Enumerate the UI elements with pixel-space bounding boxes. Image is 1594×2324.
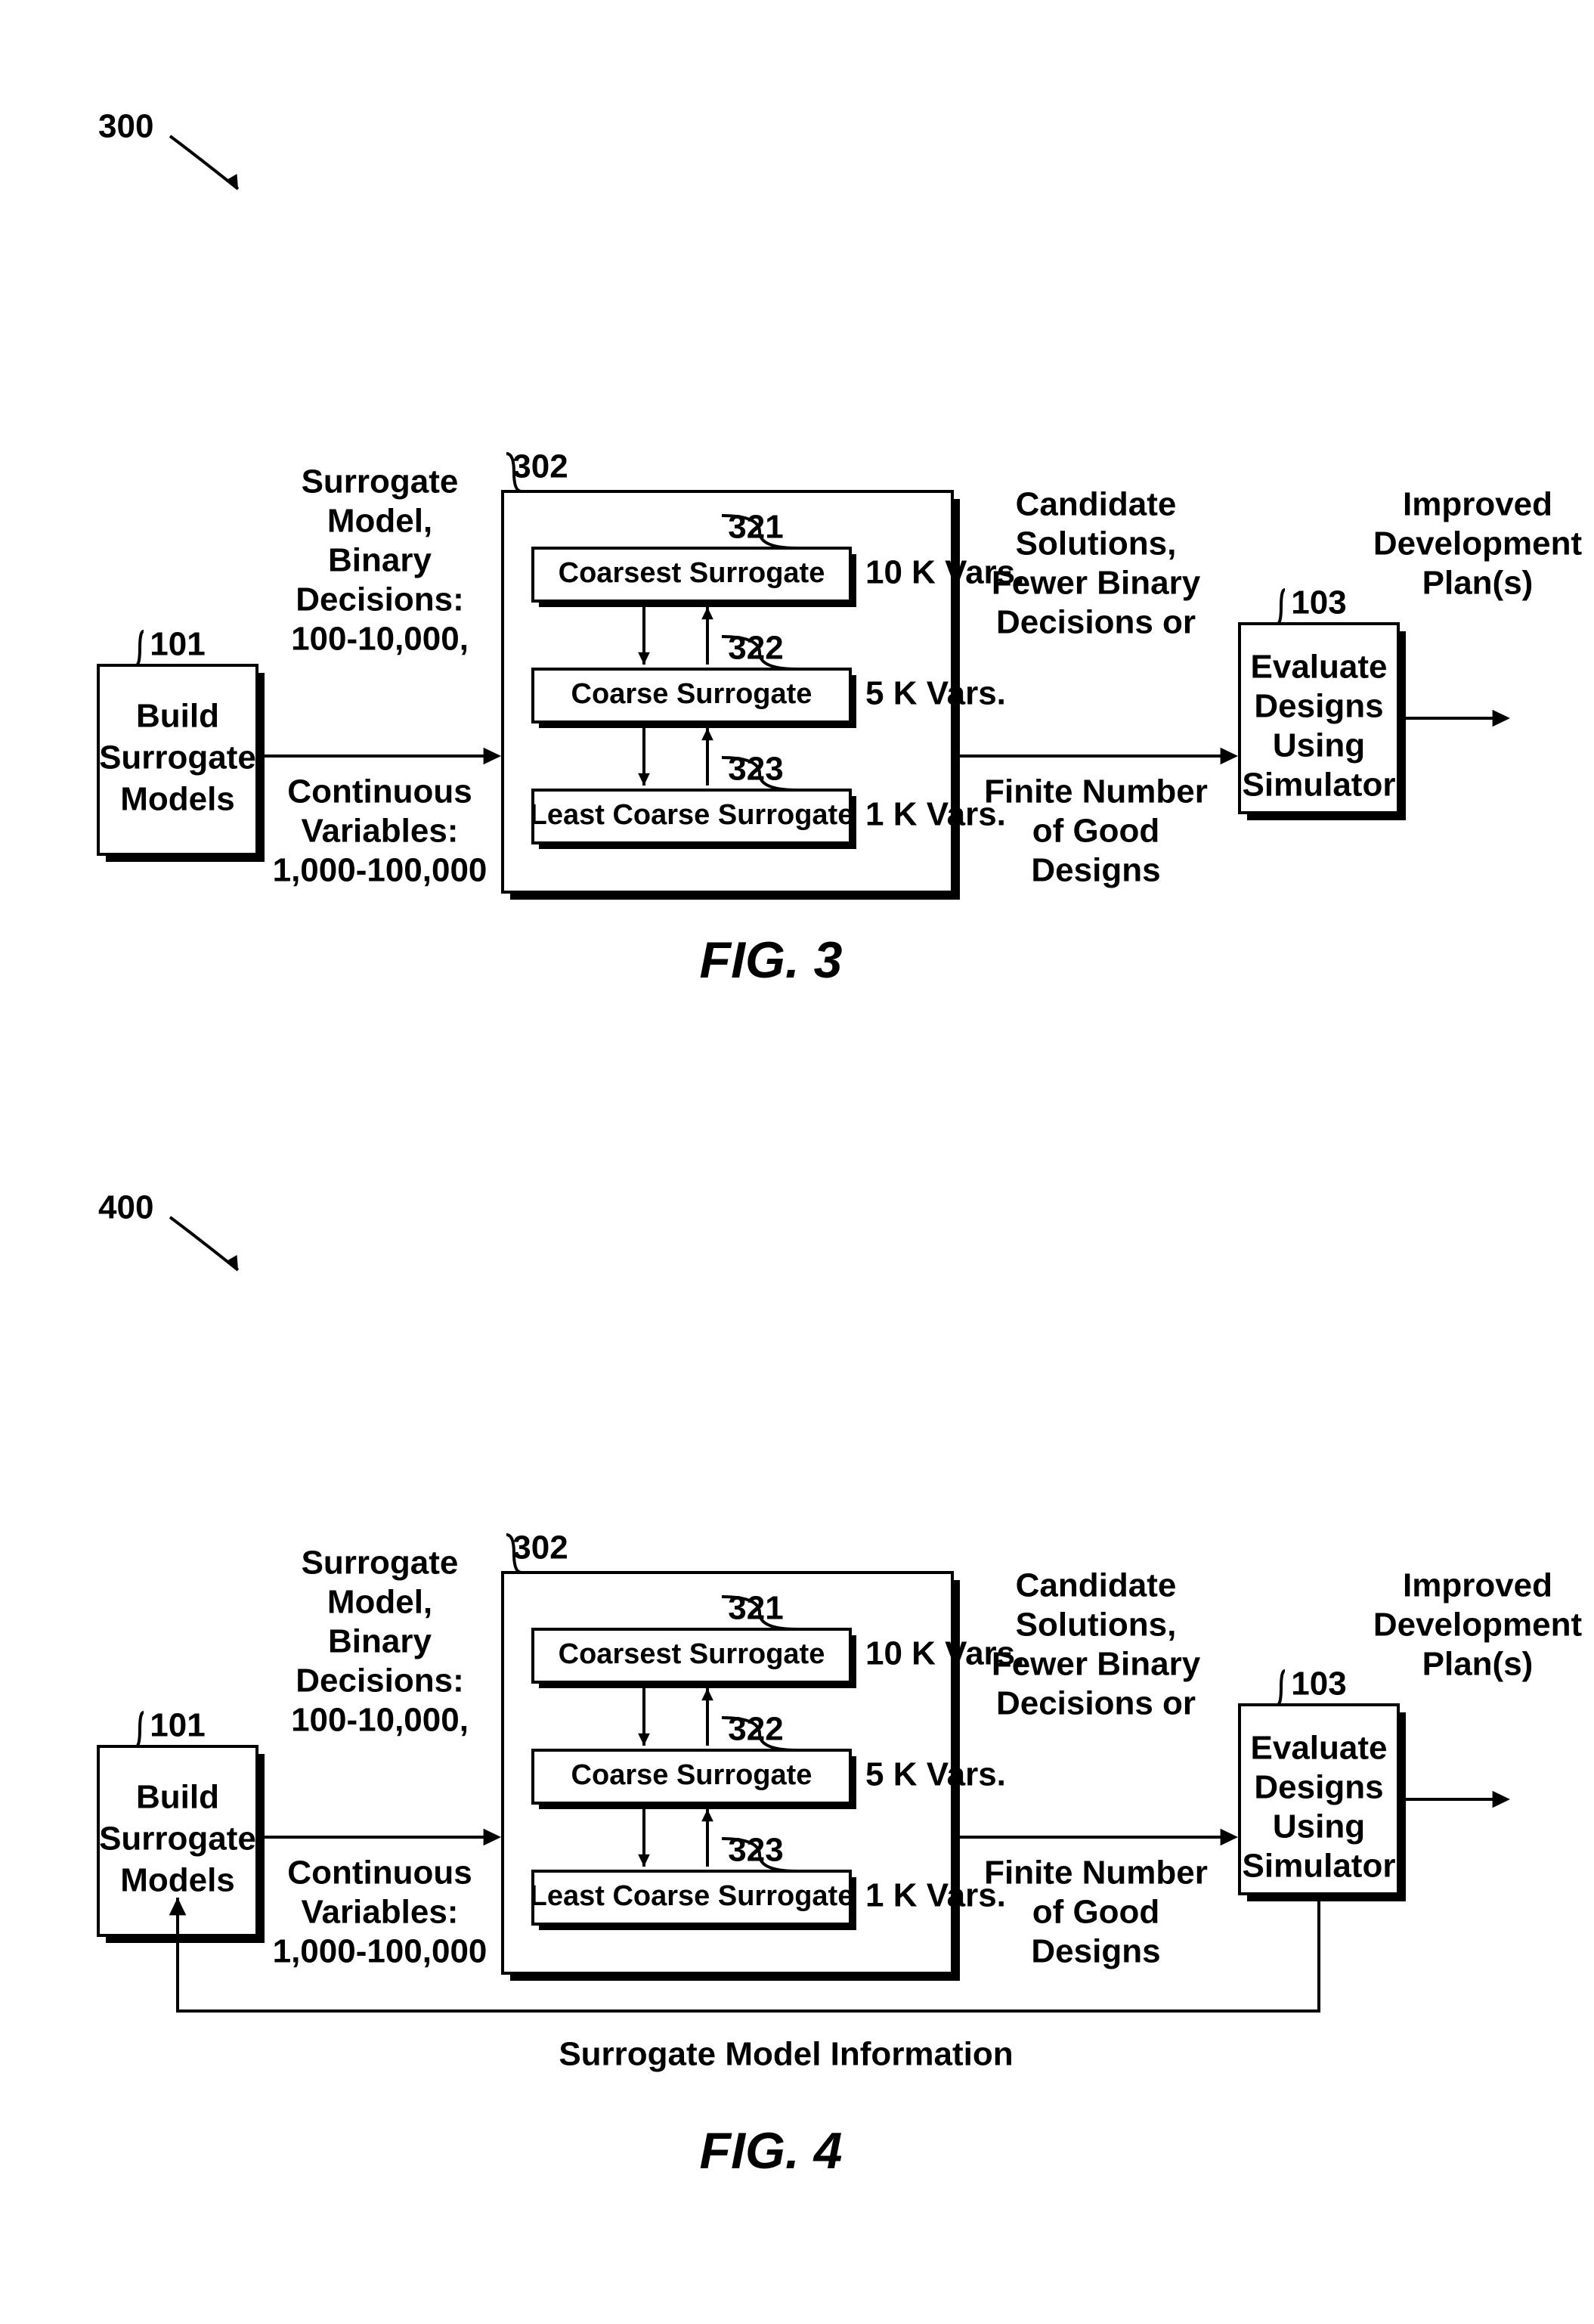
svg-text:323: 323 xyxy=(728,1832,783,1869)
svg-text:Coarse Surrogate: Coarse Surrogate xyxy=(571,1759,812,1791)
svg-text:Coarsest Surrogate: Coarsest Surrogate xyxy=(559,557,825,589)
svg-text:400: 400 xyxy=(98,1189,153,1226)
svg-text:Improved: Improved xyxy=(1403,1567,1552,1604)
svg-text:322: 322 xyxy=(728,1711,783,1748)
svg-text:Model,: Model, xyxy=(327,503,432,540)
svg-text:Solutions,: Solutions, xyxy=(1016,1607,1177,1644)
svg-text:Binary: Binary xyxy=(328,1623,432,1660)
svg-text:Solutions,: Solutions, xyxy=(1016,525,1177,562)
svg-text:Models: Models xyxy=(120,781,235,818)
svg-text:5 K Vars.: 5 K Vars. xyxy=(865,675,1006,712)
svg-text:1,000-100,000: 1,000-100,000 xyxy=(273,1933,487,1970)
svg-text:322: 322 xyxy=(728,630,783,667)
svg-text:Development: Development xyxy=(1373,1607,1583,1644)
svg-text:Plan(s): Plan(s) xyxy=(1422,1646,1534,1683)
svg-text:Variables:: Variables: xyxy=(302,813,459,850)
svg-text:Surrogate: Surrogate xyxy=(302,463,459,500)
svg-text:Decisions or: Decisions or xyxy=(996,604,1196,641)
svg-text:Decisions:: Decisions: xyxy=(296,1662,464,1700)
svg-text:Candidate: Candidate xyxy=(1016,486,1177,523)
svg-text:103: 103 xyxy=(1291,1666,1346,1703)
svg-text:100-10,000,: 100-10,000, xyxy=(291,1702,469,1739)
svg-text:101: 101 xyxy=(150,626,205,663)
svg-text:Surrogate Model Information: Surrogate Model Information xyxy=(559,2036,1013,2073)
svg-text:321: 321 xyxy=(728,509,783,546)
svg-text:323: 323 xyxy=(728,751,783,788)
svg-text:FIG. 3: FIG. 3 xyxy=(700,931,843,989)
svg-text:321: 321 xyxy=(728,1590,783,1627)
svg-text:Designs: Designs xyxy=(1031,1933,1160,1970)
svg-text:Build: Build xyxy=(136,698,219,735)
svg-text:Least Coarse Surrogate: Least Coarse Surrogate xyxy=(530,1880,854,1912)
svg-text:Variables:: Variables: xyxy=(302,1894,459,1931)
svg-text:Coarsest Surrogate: Coarsest Surrogate xyxy=(559,1638,825,1670)
svg-text:Using: Using xyxy=(1273,727,1365,764)
svg-text:Simulator: Simulator xyxy=(1243,767,1396,804)
svg-text:Finite Number: Finite Number xyxy=(984,773,1208,810)
svg-text:Model,: Model, xyxy=(327,1584,432,1621)
svg-text:Build: Build xyxy=(136,1779,219,1816)
svg-text:101: 101 xyxy=(150,1707,205,1744)
svg-text:Improved: Improved xyxy=(1403,486,1552,523)
svg-text:Designs: Designs xyxy=(1254,688,1383,725)
svg-text:302: 302 xyxy=(512,448,568,485)
svg-text:Least Coarse Surrogate: Least Coarse Surrogate xyxy=(530,799,854,831)
svg-text:Surrogate: Surrogate xyxy=(99,739,256,776)
svg-text:Models: Models xyxy=(120,1862,235,1899)
svg-text:Decisions or: Decisions or xyxy=(996,1685,1196,1722)
svg-text:Fewer Binary: Fewer Binary xyxy=(992,565,1201,602)
svg-text:1,000-100,000: 1,000-100,000 xyxy=(273,852,487,889)
svg-text:FIG. 4: FIG. 4 xyxy=(700,2122,843,2180)
svg-text:Continuous: Continuous xyxy=(287,1855,472,1892)
svg-text:Designs: Designs xyxy=(1031,852,1160,889)
svg-text:Using: Using xyxy=(1273,1808,1365,1845)
svg-text:Designs: Designs xyxy=(1254,1769,1383,1806)
svg-text:Development: Development xyxy=(1373,525,1583,562)
svg-text:302: 302 xyxy=(512,1529,568,1566)
svg-text:Fewer Binary: Fewer Binary xyxy=(992,1646,1201,1683)
svg-text:Finite Number: Finite Number xyxy=(984,1855,1208,1892)
svg-text:Evaluate: Evaluate xyxy=(1251,649,1388,686)
svg-text:Continuous: Continuous xyxy=(287,773,472,810)
svg-text:Coarse Surrogate: Coarse Surrogate xyxy=(571,678,812,710)
svg-text:Simulator: Simulator xyxy=(1243,1848,1396,1885)
svg-text:100-10,000,: 100-10,000, xyxy=(291,621,469,658)
svg-text:300: 300 xyxy=(98,108,153,145)
svg-text:Surrogate: Surrogate xyxy=(99,1820,256,1858)
svg-text:Decisions:: Decisions: xyxy=(296,581,464,618)
svg-text:Evaluate: Evaluate xyxy=(1251,1730,1388,1767)
svg-text:103: 103 xyxy=(1291,584,1346,621)
svg-text:Binary: Binary xyxy=(328,542,432,579)
svg-text:of Good: of Good xyxy=(1032,1894,1160,1931)
svg-text:Surrogate: Surrogate xyxy=(302,1545,459,1582)
svg-text:of Good: of Good xyxy=(1032,813,1160,850)
svg-text:5 K Vars.: 5 K Vars. xyxy=(865,1756,1006,1793)
svg-text:Candidate: Candidate xyxy=(1016,1567,1177,1604)
svg-text:Plan(s): Plan(s) xyxy=(1422,565,1534,602)
